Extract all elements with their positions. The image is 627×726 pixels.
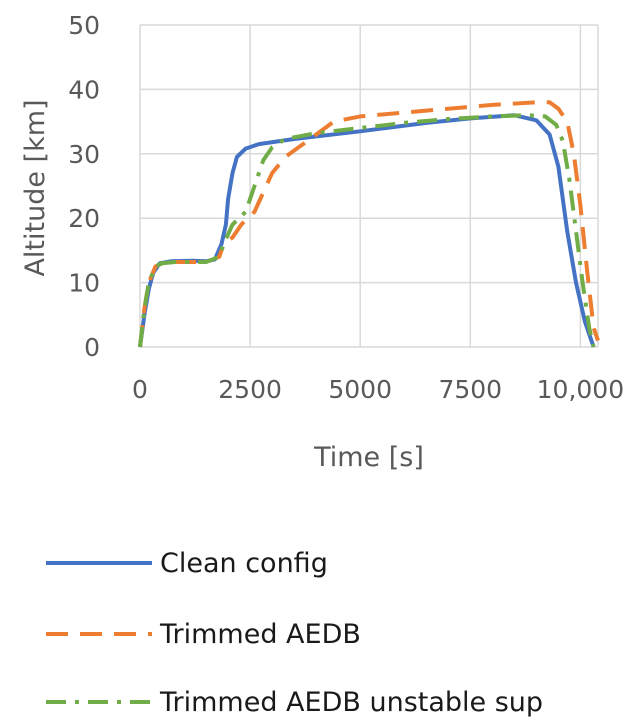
x-tick-label: 0 xyxy=(132,375,148,404)
series-lines xyxy=(138,100,600,348)
y-tick-label: 30 xyxy=(68,140,100,169)
y-axis-title: Altitude [km] xyxy=(20,99,51,276)
x-tick-label: 7500 xyxy=(438,375,502,404)
y-tick-label: 50 xyxy=(68,11,100,40)
x-tick-label: 5000 xyxy=(328,375,392,404)
x-axis-title: Time [s] xyxy=(313,442,424,473)
y-tick-label: 0 xyxy=(84,333,100,362)
legend: Clean config Trimmed AEDB Trimmed AEDB uns… xyxy=(46,548,543,718)
series-line-2 xyxy=(138,100,600,348)
x-tick-label: 2500 xyxy=(218,375,282,404)
plot-grid xyxy=(139,24,599,348)
series-line-1 xyxy=(138,113,596,348)
y-tick-label: 40 xyxy=(68,75,100,104)
legend-label: Trimmed AEDB xyxy=(159,619,361,650)
series-line-3 xyxy=(138,113,596,348)
tick-labels: 0 10 20 30 40 50 0 2500 5000 7500 10,000 xyxy=(68,11,624,404)
y-tick-label: 20 xyxy=(68,204,100,233)
x-tick-label: 10,000 xyxy=(537,375,624,404)
legend-label: Clean config xyxy=(160,548,328,579)
legend-label: Trimmed AEDB unstable sup xyxy=(159,687,543,718)
y-tick-label: 10 xyxy=(68,269,100,298)
